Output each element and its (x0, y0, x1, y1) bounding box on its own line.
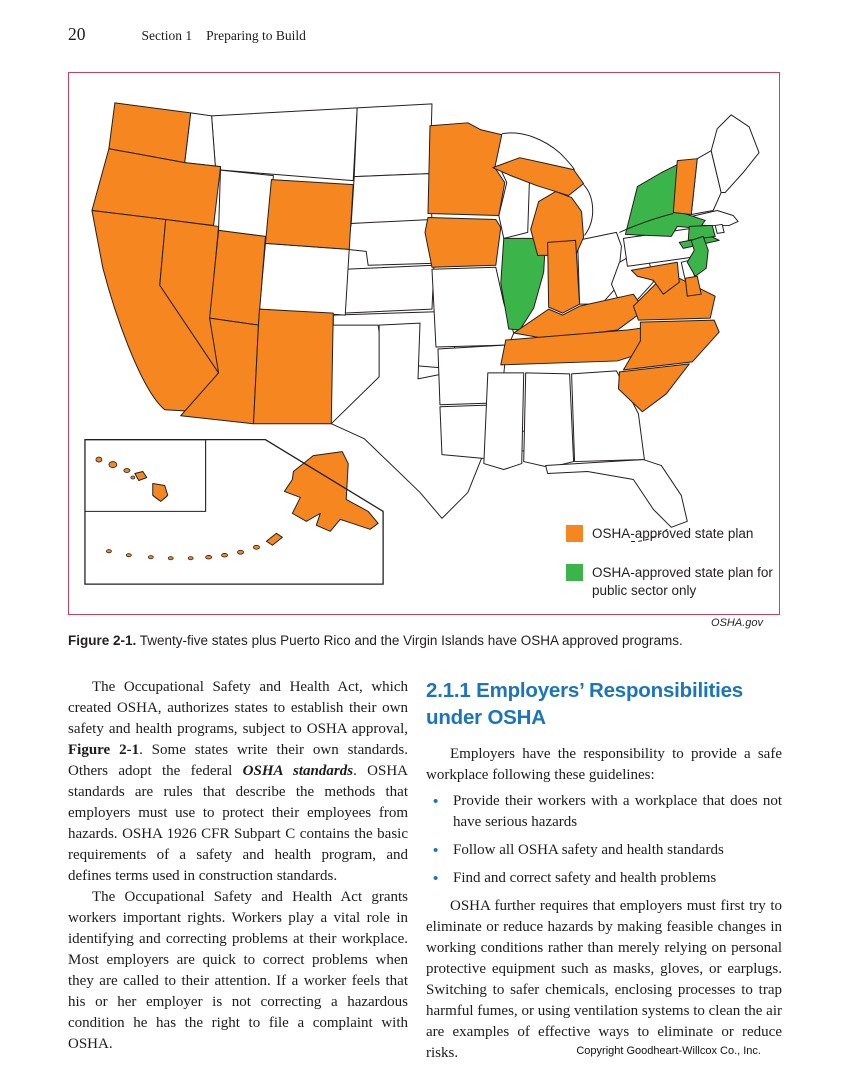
state-sd (350, 173, 433, 224)
state-nc (622, 319, 720, 371)
state-hi (134, 471, 148, 481)
state-md (630, 261, 680, 295)
state-fl (545, 459, 688, 528)
closing-paragraph: OSHA further requires that employers mus… (426, 898, 782, 1061)
florida-keys (629, 528, 668, 543)
running-header: 20 Section 1 Preparing to Build (68, 24, 306, 45)
state-ri (714, 223, 725, 234)
state-ia (424, 216, 502, 268)
state-nj (686, 235, 709, 277)
hawaii-frame (84, 439, 207, 512)
island-ak (221, 553, 228, 558)
state-sc (617, 363, 690, 413)
state-ny (624, 164, 706, 237)
figure-caption: Figure 2-1. Twenty-five states plus Puer… (68, 633, 782, 648)
state-nd (353, 103, 433, 178)
state-md (684, 275, 702, 297)
state-vt (672, 158, 698, 215)
island-ak (237, 549, 244, 555)
intro-paragraph: Employers have the responsibility to pro… (426, 746, 782, 783)
state-mi (530, 191, 585, 256)
paragraph-1-text: . Some states write their own standards.… (68, 742, 408, 779)
paragraph-1-text: The Occupational Safety and Health Act, … (68, 679, 408, 737)
island-hi (95, 456, 103, 463)
orange-swatch-icon (566, 525, 583, 542)
state-ks (342, 264, 435, 314)
figure-caption-text: Twenty-five states plus Puerto Rico and … (136, 633, 683, 648)
island-ak (125, 553, 132, 558)
list-item: Provide their workers with a workplace t… (426, 791, 782, 833)
island-ak (167, 556, 174, 561)
inset-frame (84, 438, 384, 585)
lake-erie-shore (619, 212, 674, 233)
state-or (91, 148, 222, 226)
island-ak (205, 555, 212, 560)
island-hi (130, 475, 136, 480)
map-legend: OSHA-approved state plan OSHA-approved s… (566, 525, 810, 621)
state-al (523, 372, 575, 469)
figure-caption-label: Figure 2-1. (68, 633, 137, 648)
state-ms (483, 372, 525, 471)
state-ak (283, 451, 379, 532)
figure-reference: Figure 2-1 (68, 742, 140, 758)
state-oh (577, 231, 622, 305)
state-va (632, 271, 716, 321)
state-ak (265, 532, 283, 546)
figure-2-1-map: OSHA-approved state plan OSHA-approved s… (68, 72, 780, 615)
legend-row-state-plan: OSHA-approved state plan (566, 525, 810, 543)
key-term: OSHA standards (242, 763, 354, 779)
state-in (547, 239, 581, 314)
left-column: The Occupational Safety and Health Act, … (68, 677, 408, 1064)
section-header: Section 1 (141, 28, 193, 43)
figure-credit: OSHA.gov (711, 617, 763, 629)
paragraph-1: The Occupational Safety and Health Act, … (68, 677, 408, 887)
state-nm (252, 308, 334, 425)
state-mn (427, 122, 506, 216)
section-title: Preparing to Build (206, 28, 306, 43)
island-ak (147, 555, 154, 560)
list-item: Follow all OSHA safety and health standa… (426, 840, 782, 861)
state-hi (152, 482, 169, 502)
island-ak (187, 556, 194, 561)
state-ne (346, 218, 436, 266)
state-ct (687, 224, 716, 241)
legend-label: OSHA-approved state plan for public sect… (592, 565, 773, 598)
list-item: Find and correct safety and health probl… (426, 868, 782, 889)
state-co (258, 242, 350, 316)
state-az (180, 317, 259, 425)
state-me (710, 114, 760, 194)
page-number: 20 (68, 24, 86, 44)
paragraph-2: The Occupational Safety and Health Act g… (68, 889, 408, 1052)
state-wy (264, 179, 354, 250)
us-map (84, 102, 760, 585)
state-mi (492, 157, 585, 197)
legend-row-public-sector: OSHA-approved state plan for public sect… (566, 564, 810, 600)
section-2-1-1-heading: 2.1.1 Employers’ Responsibilities under … (426, 679, 743, 729)
island-hi (123, 468, 131, 473)
copyright-notice: Copyright Goodheart-Willcox Co., Inc. (576, 1045, 761, 1057)
right-column: 2.1.1 Employers’ Responsibilities under … (426, 677, 782, 1064)
green-swatch-icon (566, 564, 583, 581)
body-columns: The Occupational Safety and Health Act, … (68, 677, 782, 1064)
state-ut (209, 229, 266, 326)
lake-superior-shore (501, 132, 575, 170)
guidelines-list: Provide their workers with a workplace t… (426, 791, 782, 889)
legend-label: OSHA-approved state plan (592, 526, 754, 541)
island-hi (108, 461, 118, 468)
state-mt (211, 107, 358, 182)
island-ak (105, 549, 112, 554)
island-ak (253, 544, 260, 550)
lake-huron-shore (583, 184, 594, 236)
paragraph-1-text: . OSHA standards are rules that describe… (68, 763, 408, 884)
